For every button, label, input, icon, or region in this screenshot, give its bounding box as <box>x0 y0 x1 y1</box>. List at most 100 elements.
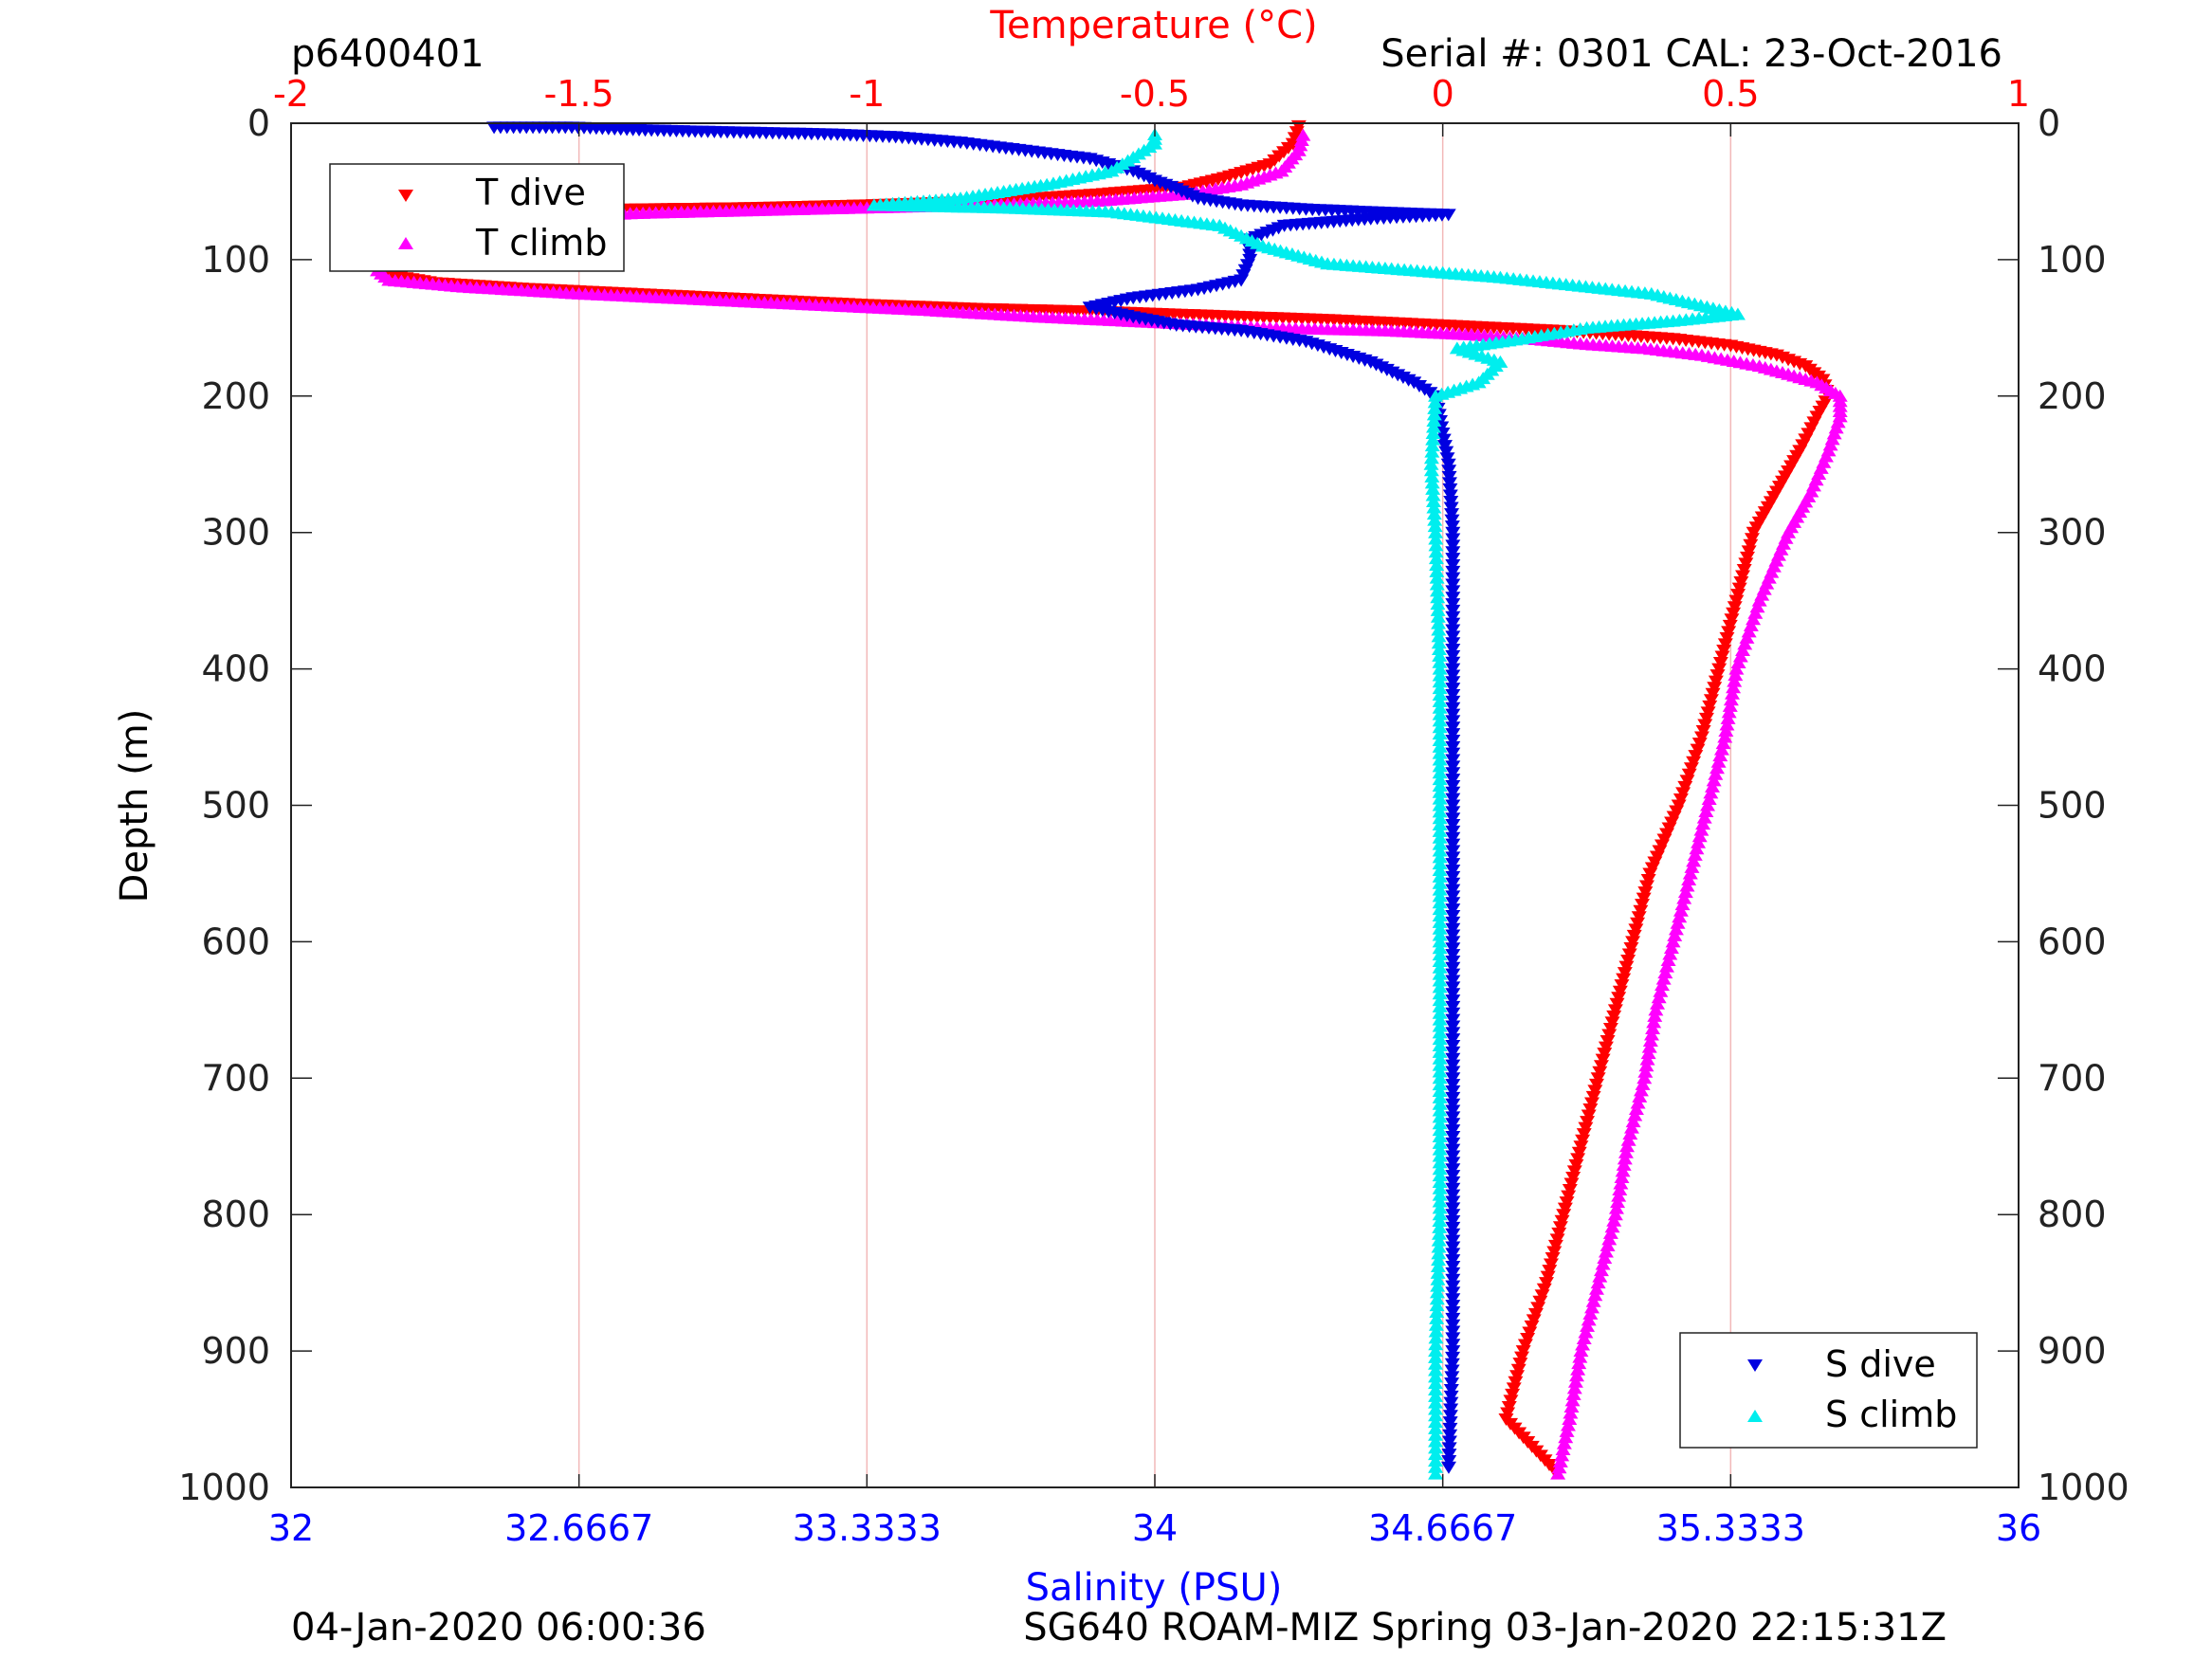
t-climb-point <box>1660 954 1676 967</box>
t-dive-point <box>1592 1066 1608 1079</box>
s-dive-point <box>1445 689 1461 702</box>
t-dive-point <box>1677 780 1693 793</box>
t-dive-point <box>1711 663 1728 676</box>
s-climb-point <box>1431 629 1447 643</box>
s-climb-point <box>1432 908 1448 921</box>
s-climb-point <box>1432 954 1448 967</box>
t-dive-point <box>1604 1016 1620 1030</box>
s-climb-point <box>1426 501 1442 514</box>
s-dive-point <box>1445 1189 1461 1202</box>
s-dive-point <box>1445 1221 1461 1234</box>
t-climb-point <box>1718 724 1734 738</box>
t-dive-point <box>1683 762 1699 775</box>
t-dive-point <box>1702 700 1718 713</box>
s-climb-point <box>1431 623 1447 636</box>
s-dive-point <box>1445 1305 1461 1319</box>
t-climb-point <box>1723 693 1739 706</box>
s-climb-point <box>1431 1247 1447 1260</box>
s-climb-point <box>1432 876 1448 889</box>
s-climb-point <box>1428 525 1444 538</box>
salinity-tick-label: 32.6667 <box>504 1507 653 1549</box>
s-climb-point <box>1428 1402 1444 1415</box>
t-climb-point <box>1737 637 1753 650</box>
t-climb-point <box>1693 823 1709 836</box>
s-climb-point <box>1426 408 1442 421</box>
s-climb-point <box>1432 935 1448 948</box>
s-climb-point <box>1432 1051 1448 1065</box>
t-dive-point <box>1686 756 1702 769</box>
temperature-legend-box <box>329 163 625 272</box>
t-dive-point <box>1703 694 1719 707</box>
s-dive-point <box>1445 1345 1461 1358</box>
t-climb-point <box>1585 1294 1601 1307</box>
t-dive-point <box>1675 787 1691 800</box>
s-climb-point <box>1432 759 1448 773</box>
t-climb-point <box>1598 1245 1614 1258</box>
t-dive-point <box>1588 1078 1604 1091</box>
t-climb-point <box>1595 1257 1611 1270</box>
t-climb-series <box>370 128 1848 1480</box>
t-climb-point <box>1633 1084 1649 1097</box>
profile-id-label: p6400401 <box>291 32 484 76</box>
t-dive-point <box>1626 929 1642 942</box>
s-dive-point <box>1444 1358 1460 1371</box>
t-dive-point <box>1679 775 1695 788</box>
s-dive-point <box>1445 949 1461 962</box>
s-climb-point <box>1427 520 1443 533</box>
t-climb-point <box>1749 600 1765 613</box>
t-dive-point <box>1617 967 1633 980</box>
s-climb-point <box>1432 1136 1448 1149</box>
s-climb-point <box>1432 1156 1448 1169</box>
s-dive-point <box>1445 526 1461 539</box>
s-dive-point <box>1445 1339 1461 1352</box>
t-dive-point <box>1705 687 1721 701</box>
s-climb-point <box>1432 896 1448 909</box>
s-climb-point <box>1428 1460 1444 1473</box>
axis-ticks: -2 -1.5 -1 -0.5 0 0.5 1 32 32.6667 33.3333 34 34.66… <box>178 73 2129 1549</box>
s-dive-point <box>1437 440 1453 453</box>
s-climb-point <box>1428 1395 1444 1409</box>
s-dive-point <box>1442 1429 1458 1442</box>
s-dive-point <box>1445 786 1461 799</box>
s-dive-point <box>1445 1176 1461 1189</box>
s-climb-point <box>1424 476 1440 489</box>
t-dive-point <box>1698 712 1714 725</box>
t-dive-point <box>1727 601 1743 614</box>
t-dive-point <box>1743 538 1759 552</box>
s-climb-point <box>1432 844 1448 857</box>
t-climb-point <box>1710 755 1727 768</box>
s-climb-point <box>1428 532 1444 545</box>
t-dive-point <box>1744 533 1760 546</box>
t-dive-point <box>1510 1363 1526 1376</box>
t-dive-point <box>1722 619 1738 632</box>
t-dive-point <box>1551 1227 1567 1240</box>
s-dive-point <box>1445 936 1461 949</box>
s-dive-point <box>1445 1013 1461 1027</box>
t-dive-point <box>1549 1233 1565 1247</box>
depth-axis-title: Depth (m) <box>113 709 156 903</box>
s-dive-point <box>1442 1410 1458 1423</box>
t-climb-point <box>1705 779 1721 793</box>
t-dive-point <box>1609 997 1625 1011</box>
t-climb-point <box>1673 903 1689 917</box>
s-climb-point <box>1432 1103 1448 1117</box>
s-climb-point <box>1428 1428 1444 1441</box>
s-dive-point <box>1440 1461 1456 1474</box>
s-dive-point <box>1445 1261 1461 1274</box>
t-climb-point <box>1645 1021 1661 1034</box>
s-climb-point <box>1432 1142 1448 1156</box>
s-dive-point <box>1445 1254 1461 1267</box>
s-climb-point <box>1432 1175 1448 1188</box>
t-climb-point <box>1681 872 1697 885</box>
t-climb-point <box>1679 879 1695 892</box>
s-dive-point <box>1443 1396 1459 1410</box>
s-dive-point <box>1445 754 1461 767</box>
s-climb-point <box>1432 1188 1448 1201</box>
t-dive-point <box>1593 1060 1609 1073</box>
t-climb-point <box>1614 1170 1630 1183</box>
s-dive-point <box>1445 1351 1461 1364</box>
t-dive-point <box>1559 1196 1575 1210</box>
t-dive-point <box>1635 899 1651 912</box>
depth-tick-label-left: 300 <box>201 512 270 554</box>
